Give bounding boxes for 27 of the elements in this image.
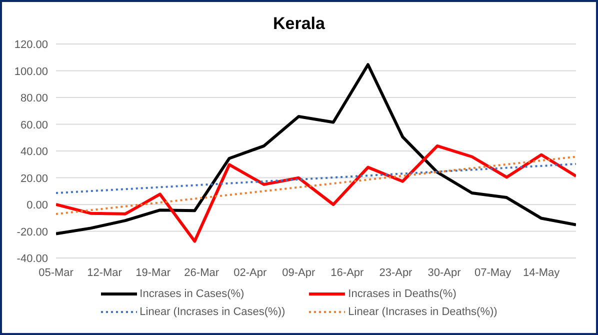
x-tick-label: 14-May: [522, 267, 560, 279]
y-tick-label: 40.00: [20, 146, 48, 158]
y-tick-label: 20.00: [20, 172, 48, 185]
chart-title: Kerala: [272, 13, 326, 35]
x-tick-label: 26-Mar: [184, 267, 220, 279]
line-series: [56, 144, 576, 243]
y-tick-label: 60.00: [20, 119, 48, 132]
x-tick-label: 07-May: [474, 267, 512, 279]
line-series: [56, 63, 576, 236]
x-tick-label: 05-Mar: [38, 267, 74, 279]
x-tick-label: 09-Apr: [282, 267, 316, 279]
y-tick-label: -20.00: [16, 226, 48, 238]
y-tick-label: 100.00: [14, 66, 48, 78]
x-tick-label: 02-Apr: [234, 267, 267, 279]
legend-label: Incrases in Deaths(%): [348, 288, 456, 300]
x-tick-label: 19-Mar: [136, 267, 171, 279]
y-tick-label: 80.00: [20, 92, 48, 104]
x-tick-label: 12-Mar: [87, 267, 122, 279]
y-tick-label: 0.00: [26, 200, 48, 212]
x-tick-label: 23-Apr: [379, 267, 413, 279]
legend-label: Incrases in Cases(%): [140, 288, 244, 300]
x-tick-label: 16-Apr: [330, 267, 364, 279]
y-tick-label: 120.00: [14, 39, 48, 51]
y-tick-label: -40.00: [16, 253, 48, 265]
legend-label: Linear (Incrases in Deaths(%)): [348, 306, 498, 318]
x-tick-label: 30-Apr: [428, 267, 462, 279]
legend-label: Linear (Incrases in Cases(%)): [140, 306, 286, 318]
